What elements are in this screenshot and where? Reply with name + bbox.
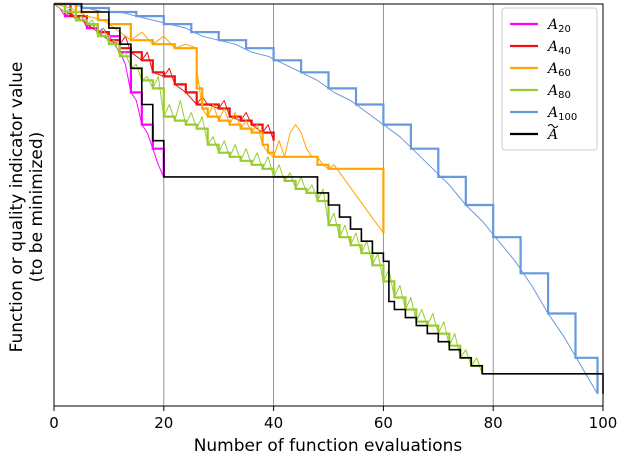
- series-a60-best-line: [54, 2, 385, 234]
- series-a100-raw-line: [54, 3, 598, 395]
- legend-box: [501, 7, 598, 151]
- y-axis-label: Function or quality indicator value (to …: [7, 62, 47, 353]
- series-a80-raw-line: [53, 3, 483, 374]
- x-tick-label-80: 80: [484, 414, 503, 432]
- legend-label-a100: A100: [546, 105, 577, 123]
- series-a100-best-line: [54, 2, 599, 394]
- x-tick-label-40: 40: [264, 414, 283, 432]
- legend-label-a-tilde: A: [546, 127, 558, 143]
- x-ticks: 0 20 40 60 80 100: [49, 406, 617, 432]
- legend-label-a40: A40: [546, 39, 571, 57]
- legend: A20 A40 A60 A80 A100 A: [501, 7, 598, 151]
- series-a20-best-line: [54, 2, 165, 177]
- x-axis-label: Number of function evaluations: [194, 436, 463, 456]
- plot-frame: [53, 3, 604, 407]
- x-tick-label-20: 20: [154, 414, 173, 432]
- series-a-tilde-best-line: [54, 3, 604, 394]
- y-axis-label-line-1: Function or quality indicator value: [7, 62, 27, 353]
- legend-tilde-mark: [547, 124, 559, 128]
- legend-label-a80: A80: [546, 83, 571, 101]
- series-a40-best-line: [54, 2, 275, 141]
- series-a60-raw-line: [53, 3, 384, 234]
- series-layer: [53, 2, 604, 395]
- x-tick-label-100: 100: [589, 414, 618, 432]
- y-axis-label-line-2: (to be minimized): [27, 132, 47, 283]
- legend-label-a20: A20: [546, 17, 571, 35]
- series-a20-raw-line: [53, 3, 165, 178]
- x-tick-label-60: 60: [374, 414, 393, 432]
- x-tick-label-0: 0: [49, 414, 59, 432]
- legend-label-a60: A60: [546, 61, 571, 79]
